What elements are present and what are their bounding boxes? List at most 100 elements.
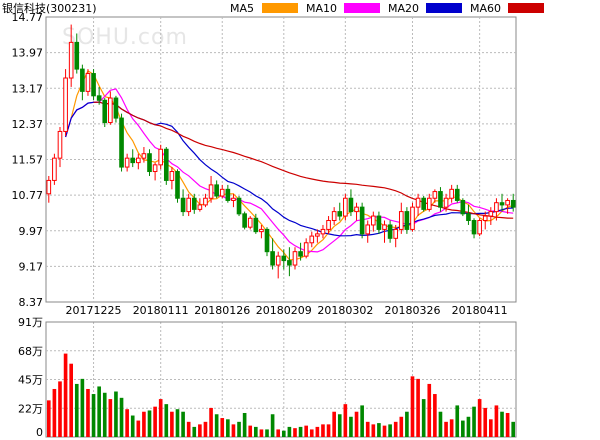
volume-bar: [371, 424, 376, 437]
date-tick-label: 20171225: [66, 304, 122, 317]
volume-bar: [198, 424, 202, 437]
volume-bar: [455, 405, 460, 437]
candle-body: [354, 206, 359, 213]
volume-bar: [438, 411, 443, 437]
candle-body: [163, 148, 169, 181]
candle-body: [371, 215, 376, 226]
candle-body: [510, 199, 516, 208]
volume-tick-label: 68万: [18, 345, 43, 358]
candle-body: [74, 41, 80, 70]
grid-layer: [45, 16, 517, 438]
candle-body: [197, 204, 203, 210]
volume-bar: [226, 419, 230, 437]
candle-body: [488, 211, 494, 217]
volume-bar: [405, 411, 409, 437]
date-tick-label: 20180111: [133, 304, 189, 317]
candle-body: [63, 77, 68, 132]
volume-tick-label: 91万: [18, 316, 43, 329]
volume-bar: [321, 424, 325, 437]
candle-body: [108, 97, 113, 124]
candle-body: [443, 197, 449, 208]
candle-body: [242, 213, 247, 228]
candle-body: [85, 73, 91, 92]
volume-bar: [399, 416, 404, 437]
candle-body: [57, 130, 63, 159]
candle-body: [186, 197, 191, 213]
volume-bar: [393, 421, 398, 437]
price-tick-label: 8.37: [19, 296, 44, 309]
volume-bar: [186, 421, 191, 437]
volume-bar: [164, 404, 169, 437]
volume-bar: [287, 426, 292, 437]
candle-body: [432, 191, 438, 199]
candle-body: [499, 202, 505, 206]
candle-body: [169, 171, 175, 181]
volume-bar: [102, 392, 107, 437]
volume-bar: [382, 425, 387, 437]
volume-bar: [259, 429, 264, 437]
candle-body: [482, 215, 488, 222]
price-tick-label: 12.37: [12, 118, 44, 131]
volume-bar: [360, 405, 364, 437]
volume-bar: [410, 376, 415, 437]
candle-body: [264, 228, 270, 253]
candle-body: [460, 199, 466, 215]
volume-bar: [505, 412, 510, 437]
chart-title: 银信科技(300231): [2, 1, 97, 15]
volume-bar: [444, 421, 448, 437]
volume-bar: [220, 418, 225, 437]
candle-body: [52, 157, 57, 181]
volume-tick-label: 45万: [18, 374, 43, 387]
volume-bar: [52, 388, 57, 437]
volume-bar: [293, 428, 297, 437]
candle-body: [315, 233, 320, 237]
volume-bar: [477, 399, 482, 437]
volume-bar: [349, 416, 353, 437]
volume-bar: [304, 425, 308, 437]
candle-body: [466, 213, 471, 222]
volume-bar: [427, 383, 432, 437]
volume-bar: [46, 400, 51, 437]
volume-bar: [214, 414, 219, 437]
watermark-layer: SOHU.com: [62, 25, 187, 50]
candle-body: [152, 164, 158, 173]
volume-bar: [466, 416, 471, 437]
candle-body: [292, 251, 298, 266]
volume-bar: [337, 414, 342, 437]
candle-body: [477, 220, 482, 235]
candle-body: [147, 153, 152, 173]
legend-swatch-ma60: [508, 3, 544, 13]
moving-average-ma10: [65, 88, 514, 253]
volume-bar: [91, 394, 96, 437]
candle-body: [247, 217, 253, 228]
volume-bar: [74, 383, 79, 437]
price-tick-label: 13.17: [12, 82, 44, 95]
candle-body: [281, 255, 287, 262]
candle-body: [275, 255, 281, 266]
price-tick-label: 10.77: [12, 189, 44, 202]
volume-bar: [472, 406, 476, 437]
volume-tick-label: 22万: [18, 402, 43, 415]
volume-bar: [158, 399, 163, 437]
volume-bar: [494, 405, 499, 437]
volume-bar: [209, 407, 213, 437]
candle-body: [46, 179, 52, 195]
candle-body: [365, 224, 371, 235]
candle-body: [326, 220, 331, 230]
moving-average-ma60: [93, 101, 514, 219]
price-tick-label: 9.97: [19, 225, 44, 238]
price-tick-label: 13.97: [12, 47, 44, 60]
volume-bar: [449, 419, 454, 437]
volume-bar: [119, 397, 124, 437]
candle-body: [96, 95, 102, 101]
candle-body: [91, 73, 96, 97]
volume-bar: [125, 409, 129, 437]
volume-bar: [142, 411, 146, 437]
candle-body: [337, 211, 343, 217]
date-tick-label: 20180209: [256, 304, 312, 317]
volume-bar: [114, 391, 118, 437]
candle-body: [287, 260, 292, 266]
candle-body: [102, 99, 108, 124]
candle-body: [253, 217, 259, 233]
